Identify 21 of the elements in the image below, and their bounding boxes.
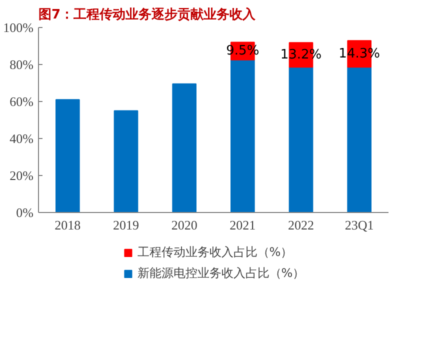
- bar: [288, 66, 314, 212]
- legend-label: 工程传动业务收入占比（%）: [137, 244, 293, 260]
- bar: [347, 66, 372, 212]
- y-tick-label: 100%: [3, 20, 34, 35]
- y-tick-label: 40%: [10, 131, 34, 146]
- bar: [172, 83, 196, 212]
- bar: [56, 99, 80, 212]
- legend-label: 新能源电控业务收入占比（%）: [137, 264, 305, 282]
- x-tick-label: 2019: [113, 218, 139, 232]
- y-tick-label: 0%: [16, 205, 34, 220]
- x-tick-label: 23Q1: [344, 218, 374, 232]
- bar: [114, 110, 138, 212]
- x-tick-label: 2020: [171, 218, 198, 232]
- x-tick-label: 2018: [54, 218, 81, 232]
- y-tick-label: 60%: [10, 94, 34, 109]
- x-tick-label: 2021: [230, 218, 256, 232]
- chart-title: 图7：工程传动业务逐步贡献业务收入: [38, 6, 257, 22]
- bar: [230, 59, 255, 212]
- y-tick-label: 80%: [10, 57, 34, 72]
- x-tick-label: 2022: [288, 218, 314, 232]
- y-tick-label: 20%: [10, 168, 34, 183]
